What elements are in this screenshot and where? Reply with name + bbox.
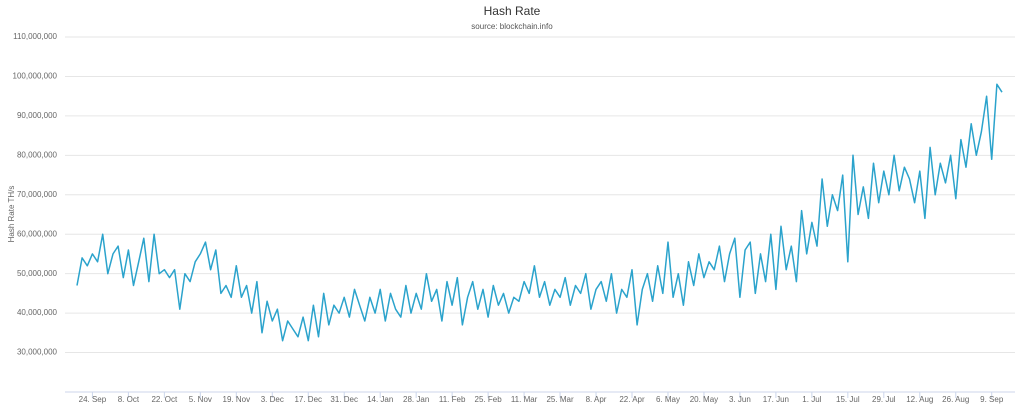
x-tick-label: 29. Jul	[872, 395, 896, 404]
x-tick-label: 9. Sep	[980, 395, 1004, 404]
x-tick-label: 24. Sep	[79, 395, 107, 404]
x-tick-label: 31. Dec	[330, 395, 358, 404]
y-tick-label: 40,000,000	[17, 308, 58, 317]
x-tick-label: 1. Jul	[802, 395, 821, 404]
y-tick-label: 50,000,000	[17, 269, 58, 278]
x-tick-label: 25. Feb	[475, 395, 503, 404]
x-tick-label: 17. Jun	[763, 395, 789, 404]
x-tick-label: 25. Mar	[546, 395, 573, 404]
x-tick-label: 20. May	[690, 395, 718, 404]
x-tick-label: 19. Nov	[223, 395, 251, 404]
y-tick-label: 30,000,000	[17, 348, 58, 357]
x-tick-label: 8. Apr	[586, 395, 607, 404]
x-tick-label: 26. Aug	[942, 395, 969, 404]
x-tick-label: 28. Jan	[403, 395, 429, 404]
x-tick-label: 3. Jun	[729, 395, 751, 404]
x-tick-label: 17. Dec	[294, 395, 322, 404]
x-tick-label: 6. May	[656, 395, 680, 404]
x-tick-label: 5. Nov	[189, 395, 212, 404]
chart-subtitle: source: blockchain.info	[471, 22, 553, 31]
x-tick-label: 22. Oct	[151, 395, 178, 404]
y-tick-label: 100,000,000	[13, 72, 58, 81]
y-tick-label: 90,000,000	[17, 111, 58, 120]
x-tick-label: 3. Dec	[261, 395, 284, 404]
chart-title: Hash Rate	[484, 4, 541, 18]
x-tick-label: 12. Aug	[906, 395, 933, 404]
series-line	[76, 83, 1003, 342]
x-tick-label: 8. Oct	[118, 395, 140, 404]
y-tick-label: 110,000,000	[13, 32, 57, 41]
x-tick-label: 11. Feb	[439, 395, 466, 404]
y-axis-title: Hash Rate TH/s	[7, 186, 16, 243]
y-tick-label: 60,000,000	[17, 229, 58, 238]
x-tick-label: 11. Mar	[511, 395, 538, 404]
x-tick-label: 15. Jul	[836, 395, 860, 404]
x-tick-label: 14. Jan	[367, 395, 393, 404]
y-tick-label: 80,000,000	[17, 150, 58, 159]
y-tick-label: 70,000,000	[17, 190, 58, 199]
x-tick-label: 22. Apr	[619, 395, 645, 404]
